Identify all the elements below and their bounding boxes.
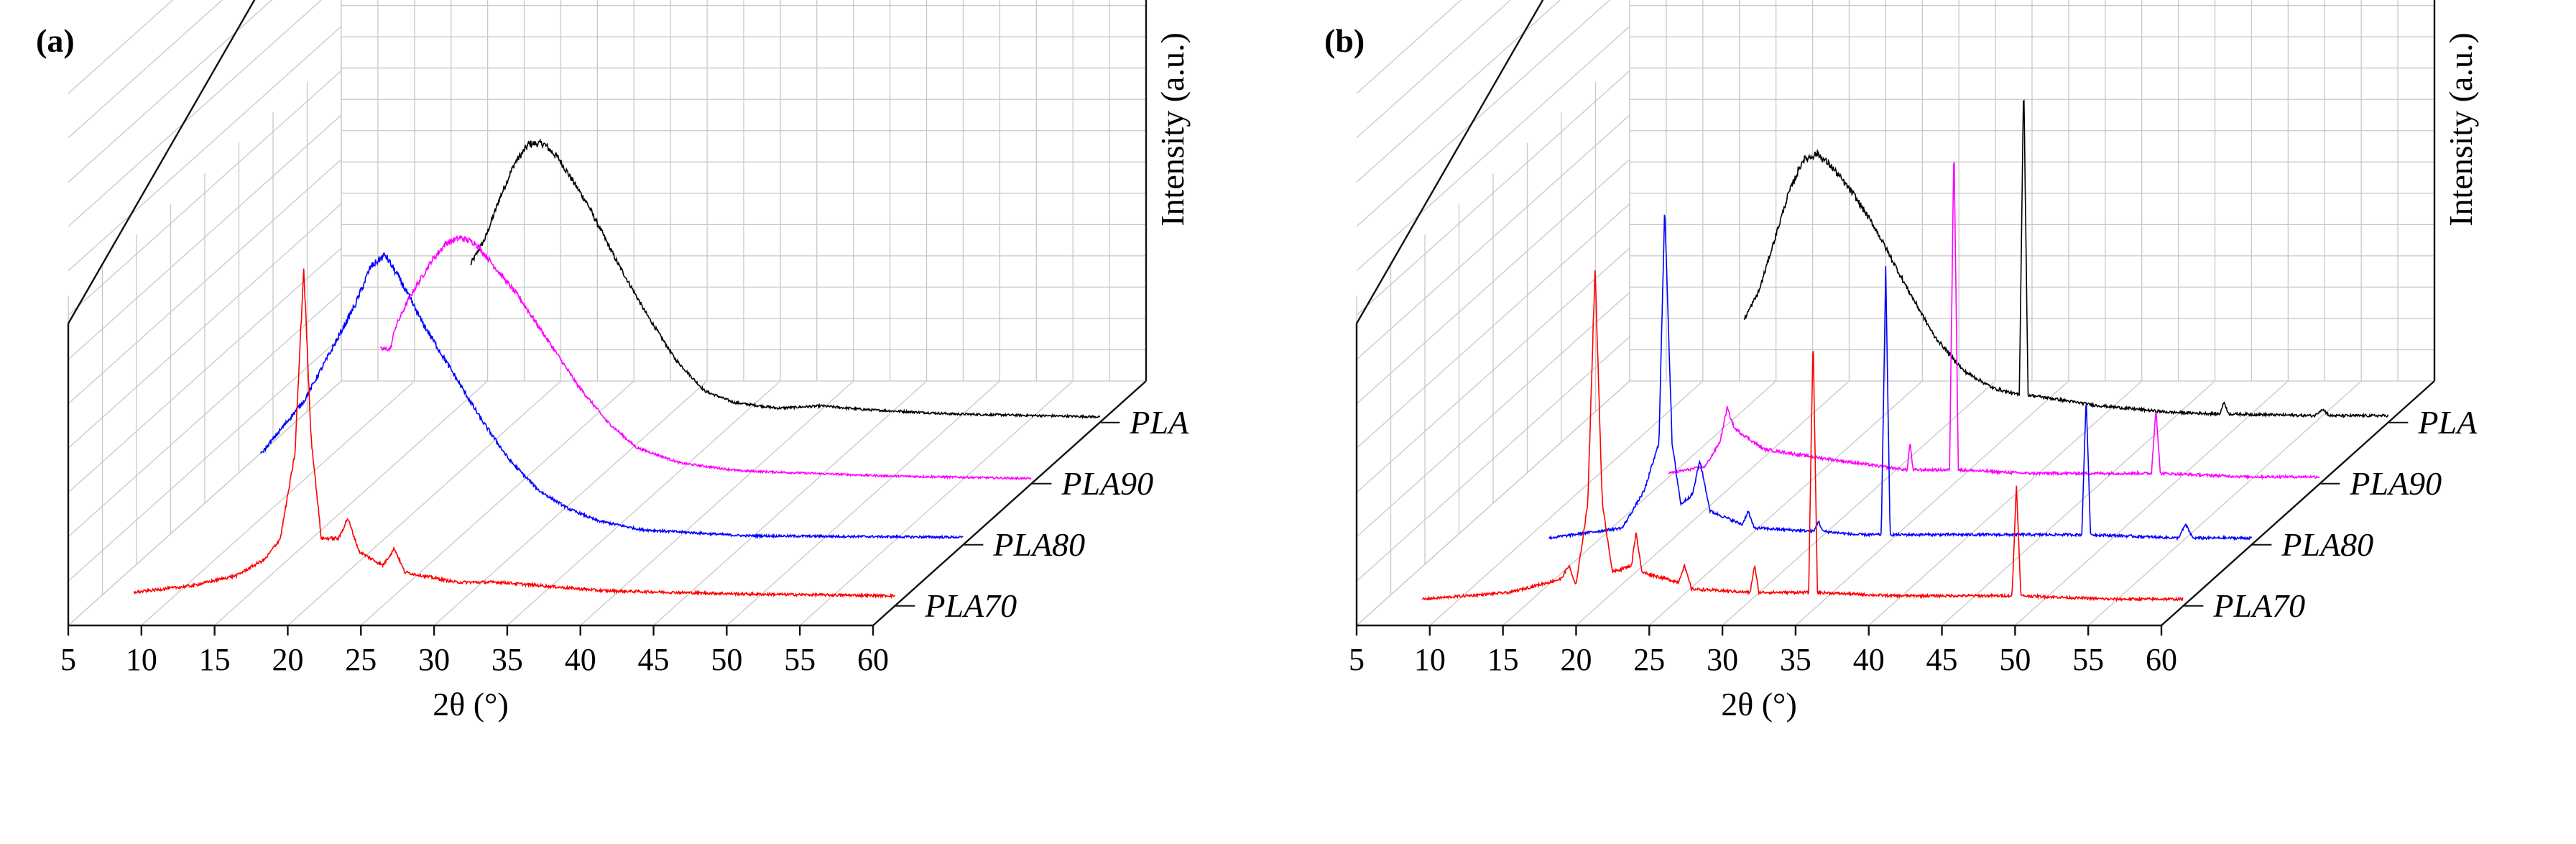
series-line-pla (470, 138, 1101, 420)
x-tick-label: 60 (2146, 642, 2177, 677)
x-tick-label: 60 (857, 642, 889, 677)
x-tick-label: 5 (60, 642, 76, 677)
series-line-pla90 (380, 234, 1032, 481)
x-axis-title: 2θ (°) (433, 686, 509, 723)
x-tick-label: 45 (1926, 642, 1958, 677)
series-line-pla80 (260, 252, 964, 540)
panel-label: (b) (1324, 22, 1365, 59)
x-tick-label: 40 (565, 642, 596, 677)
x-axis-title: 2θ (°) (1721, 686, 1797, 723)
x-tick-label: 55 (784, 642, 816, 677)
x-tick-label: 30 (418, 642, 450, 677)
axes-frame (1355, 0, 2436, 627)
y-axis-title: Intensity (a.u.) (1154, 32, 1191, 226)
x-tick-label: 35 (1780, 642, 1811, 677)
series-label-pla: PLA (1129, 404, 1189, 441)
x-tick-label: 5 (1349, 642, 1365, 677)
grid-lines (1356, 0, 2435, 626)
x-tick-label: 10 (1414, 642, 1446, 677)
series-label-pla70: PLA70 (924, 587, 1017, 624)
series-line-pla70 (1421, 270, 2184, 602)
xrd-chart-a: (a) 5 10 15 20 25 30 35 40 45 50 55 60 2θ (°) Intensit… (36, 0, 1191, 723)
x-tick-label: 35 (491, 642, 523, 677)
series-label-pla80: PLA80 (992, 526, 1085, 563)
axes-frame (67, 0, 1148, 627)
series-label-pla70: PLA70 (2212, 587, 2305, 624)
series-line-pla (1743, 99, 2389, 419)
x-tick-label: 20 (272, 642, 303, 677)
chart-panel-b: (b) 5 10 15 20 25 30 35 40 45 50 55 60 2θ (°) Intensit… (1288, 0, 2576, 844)
series-label-pla90: PLA90 (1061, 465, 1153, 502)
x-tick-label: 15 (1487, 642, 1519, 677)
x-tick-label: 10 (126, 642, 157, 677)
grid-lines (68, 0, 1147, 626)
y-axis-title: Intensity (a.u.) (2442, 32, 2479, 226)
xrd-chart-b: (b) 5 10 15 20 25 30 35 40 45 50 55 60 2θ (°) Intensit… (1324, 0, 2479, 723)
x-tick-label: 50 (711, 642, 742, 677)
x-tick-label: 25 (1633, 642, 1665, 677)
series-line-pla70 (133, 268, 895, 600)
series-label-pla: PLA (2417, 404, 2478, 441)
x-tick-label: 55 (2072, 642, 2104, 677)
series-label-pla80: PLA80 (2281, 526, 2373, 563)
series-line-pla90 (1668, 162, 2320, 480)
chart-panel-a: (a) 5 10 15 20 25 30 35 40 45 50 55 60 2θ (°) Intensit… (36, 0, 1191, 723)
series-label-pla90: PLA90 (2349, 465, 2442, 502)
x-tick-label: 15 (199, 642, 231, 677)
x-tick-label: 40 (1853, 642, 1885, 677)
x-tick-label: 45 (638, 642, 670, 677)
x-tick-label: 20 (1560, 642, 1592, 677)
panel-label: (a) (36, 22, 75, 59)
x-tick-label: 25 (345, 642, 377, 677)
x-tick-label: 30 (1707, 642, 1738, 677)
series-line-pla80 (1548, 214, 2253, 541)
x-tick-label: 50 (1999, 642, 2031, 677)
